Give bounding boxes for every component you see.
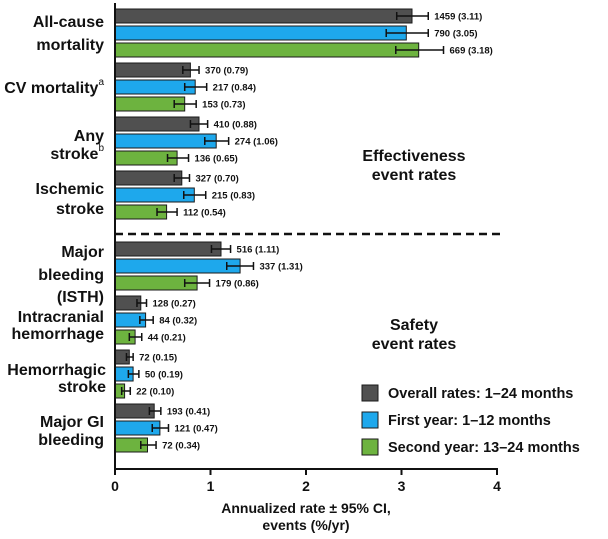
category-label: strokeb <box>50 143 104 163</box>
data-label: 121 (0.47) <box>174 424 217 435</box>
category-footnote: b <box>98 143 104 154</box>
x-tick-label: 3 <box>398 478 406 494</box>
data-label: 327 (0.70) <box>195 174 238 185</box>
data-label: 337 (1.31) <box>259 262 302 273</box>
category-footnote: a <box>98 77 104 88</box>
data-label: 136 (0.65) <box>195 154 238 165</box>
category-label: CV mortalitya <box>4 77 104 97</box>
data-label: 193 (0.41) <box>167 407 210 418</box>
data-label: 84 (0.32) <box>159 316 197 327</box>
category-label: mortality <box>36 37 104 54</box>
x-tick-label: 1 <box>207 478 215 494</box>
x-tick-label: 0 <box>111 478 119 494</box>
category-label: bleeding <box>38 267 104 284</box>
data-label: 50 (0.19) <box>145 370 183 381</box>
data-label: 274 (1.06) <box>235 137 278 148</box>
data-label: 72 (0.34) <box>162 441 200 452</box>
bar-first <box>114 79 196 95</box>
data-label: 370 (0.79) <box>205 66 248 77</box>
annotations: Effectiveness event rates Safety event rate… <box>115 148 500 353</box>
category-label: bleeding <box>38 432 104 449</box>
data-label: 669 (3.18) <box>450 46 493 57</box>
bar-overall <box>114 241 222 257</box>
data-label: 72 (0.15) <box>139 353 177 364</box>
category-label: hemorrhage <box>12 326 105 343</box>
bar-overall <box>114 116 200 132</box>
data-label: 516 (1.11) <box>237 245 280 256</box>
legend-swatch-overall <box>361 384 379 402</box>
section-label-effectiveness: Effectiveness <box>362 148 465 165</box>
data-label: 22 (0.10) <box>136 387 174 398</box>
legend-swatch-first <box>361 411 379 429</box>
x-axis-title: events (%/yr) <box>262 517 349 533</box>
category-label: Major <box>61 244 104 261</box>
category-label: Major GI <box>40 414 104 431</box>
category-label: stroke <box>56 201 104 218</box>
bar-overall <box>114 8 413 24</box>
data-label: 179 (0.86) <box>216 279 259 290</box>
bar-overall <box>114 62 191 78</box>
data-label: 217 (0.84) <box>213 83 256 94</box>
category-label: Intracranial <box>18 309 104 326</box>
section-label-safety: Safety <box>390 317 438 334</box>
bar-first <box>114 133 217 149</box>
legend-swatch-second <box>361 438 379 456</box>
data-label: 215 (0.83) <box>212 191 255 202</box>
data-label: 1459 (3.11) <box>434 12 482 23</box>
data-label: 112 (0.54) <box>183 208 226 219</box>
category-label: (ISTH) <box>57 289 104 306</box>
category-label: Hemorrhagic <box>7 362 106 379</box>
bars-layer: 1459 (3.11) 790 (3.05) 669 (3.18) 370 (0.79… <box>114 8 493 453</box>
bar-first <box>114 258 241 274</box>
legend-label: First year: 1–12 months <box>388 413 551 429</box>
legend-label: Overall rates: 1–24 months <box>388 386 573 402</box>
x-axis: 0 1 2 3 4 Annualized rate ± 95% CI,events (%/… <box>111 3 501 533</box>
data-label: 128 (0.27) <box>153 299 196 310</box>
category-label: stroke <box>58 379 106 396</box>
data-label: 410 (0.88) <box>214 120 257 131</box>
bar-overall <box>114 403 155 419</box>
x-tick-label: 4 <box>493 478 501 494</box>
category-label: All-cause <box>33 14 104 31</box>
x-tick-label: 2 <box>302 478 310 494</box>
section-label-safety: event rates <box>372 336 457 353</box>
bar-first <box>114 187 195 203</box>
category-label: Any <box>74 128 104 145</box>
bar-overall <box>114 170 183 186</box>
data-label: 153 (0.73) <box>202 100 245 111</box>
category-label: Ischemic <box>36 181 105 198</box>
section-label-effectiveness: event rates <box>372 167 457 184</box>
data-label: 790 (3.05) <box>434 29 477 40</box>
legend: Overall rates: 1–24 months First year: 1–… <box>361 384 580 456</box>
bar-first <box>114 25 407 41</box>
legend-label: Second year: 13–24 months <box>388 440 580 456</box>
x-axis-title: Annualized rate ± 95% CI, <box>221 500 391 516</box>
bar-second <box>114 42 420 58</box>
data-label: 44 (0.21) <box>148 333 186 344</box>
